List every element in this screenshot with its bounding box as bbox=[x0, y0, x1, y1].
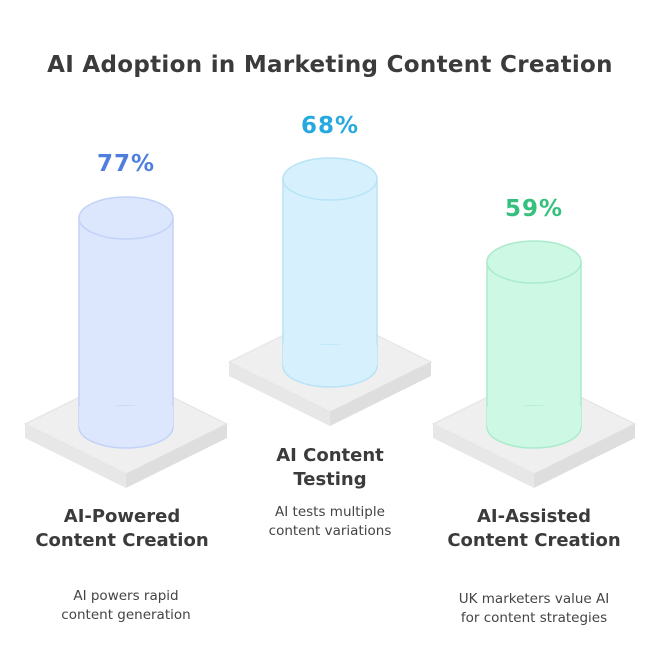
platform-right-1 bbox=[126, 424, 227, 488]
platform-left-2 bbox=[229, 362, 330, 426]
heading-1: AI-Powered Content Creation bbox=[35, 506, 209, 551]
cylinder-top-1 bbox=[78, 196, 174, 240]
pillar-2 bbox=[227, 157, 433, 426]
platform-left-3 bbox=[433, 424, 534, 488]
percent-label-1: 77% bbox=[96, 151, 156, 177]
diagram-title: AI Adoption in Marketing Content Creatio… bbox=[47, 52, 613, 78]
description-1: AI powers rapid content generation bbox=[61, 588, 191, 623]
platform-right-2 bbox=[330, 362, 431, 426]
description-2: AI tests multiple content variations bbox=[268, 504, 392, 539]
heading-3: AI-Assisted Content Creation bbox=[447, 506, 621, 551]
cylinder-top-2 bbox=[282, 157, 378, 201]
percent-label-2: 68% bbox=[300, 113, 360, 139]
heading-2: AI Content Testing bbox=[276, 445, 384, 490]
platform-right-3 bbox=[534, 424, 635, 488]
cylinder-body-3 bbox=[487, 262, 581, 427]
pillar-3 bbox=[431, 240, 637, 488]
description-3: UK marketers value AI for content strate… bbox=[458, 591, 610, 626]
cylinder-body-1 bbox=[79, 218, 173, 427]
cylinder-body-2 bbox=[283, 179, 377, 366]
platform-left-1 bbox=[25, 424, 126, 488]
pillar-1 bbox=[23, 196, 229, 488]
cylinder-top-3 bbox=[486, 240, 582, 284]
percent-label-3: 59% bbox=[504, 196, 564, 222]
